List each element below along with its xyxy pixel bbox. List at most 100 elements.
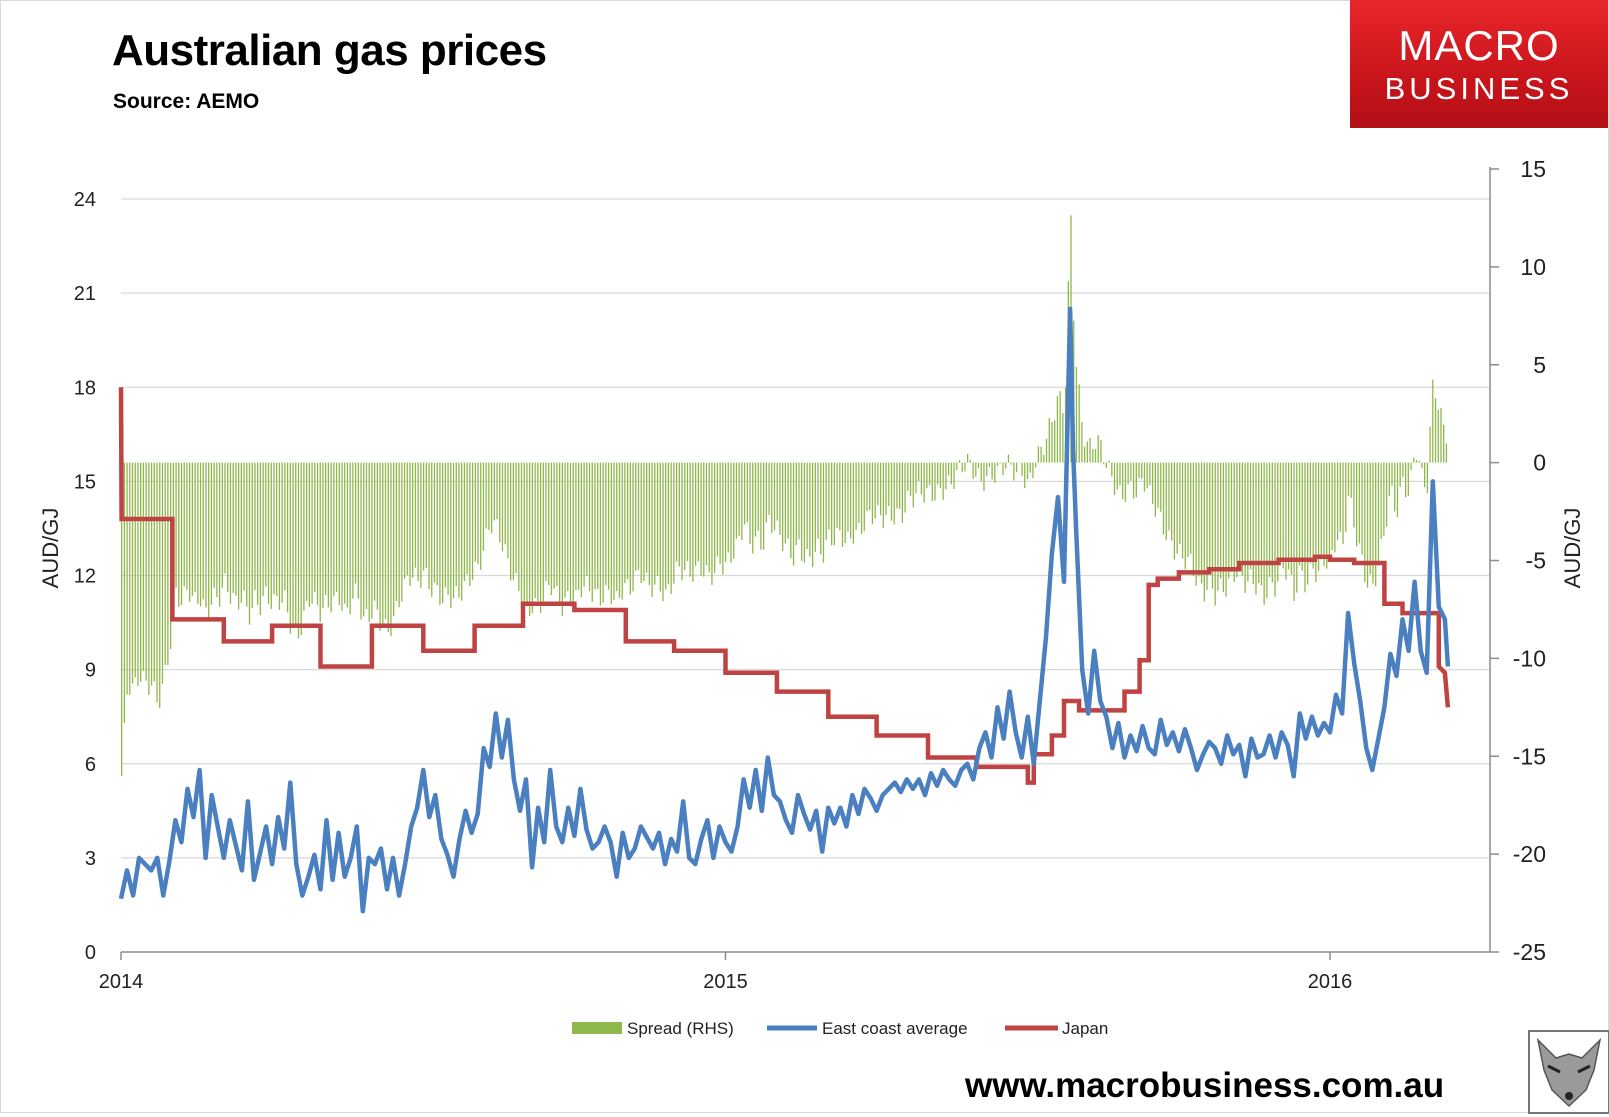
spread-bar [259, 462, 262, 616]
spread-bar [202, 462, 204, 600]
spread-bar [1013, 462, 1015, 481]
spread-bar [1296, 462, 1298, 593]
spread-bar [164, 462, 166, 666]
spread-bar [904, 462, 906, 513]
spread-bar [488, 462, 490, 531]
spread-bar [1358, 462, 1361, 544]
spread-bar [463, 462, 466, 581]
spread-bar [1410, 462, 1412, 471]
spread-bar [1366, 462, 1369, 588]
right-tick-label: -25 [1513, 939, 1546, 965]
spread-bar [953, 462, 955, 490]
spread-bar [167, 462, 169, 666]
spread-bar [678, 462, 680, 567]
spread-bar [1258, 462, 1260, 584]
spread-bar [839, 462, 841, 531]
spread-bar [811, 462, 814, 568]
spread-bar [752, 462, 754, 554]
spread-bar [1244, 462, 1246, 593]
page-title: Australian gas prices [112, 26, 547, 75]
spread-bar [869, 462, 871, 510]
legend-label-japan: Japan [1062, 1019, 1108, 1038]
spread-bar [1209, 462, 1211, 572]
spread-bar [281, 462, 283, 603]
spread-bar [749, 462, 751, 545]
spread-bar [210, 462, 213, 605]
spread-bar [507, 462, 509, 558]
spread-bar [896, 462, 898, 509]
spread-bar [586, 462, 588, 576]
spread-bar [966, 453, 969, 463]
spread-bar [564, 462, 566, 598]
spread-bar [1279, 462, 1282, 561]
spread-bar [1391, 462, 1393, 486]
spread-bar [681, 462, 683, 581]
spread-bar [743, 462, 746, 525]
spread-bar [1059, 391, 1061, 463]
spread-bar [1233, 462, 1235, 582]
spread-bar [558, 462, 561, 606]
spread-bar [667, 462, 670, 585]
spread-bar [289, 462, 291, 634]
spread-bar [1353, 462, 1355, 528]
spread-bar [760, 462, 762, 550]
spread-bar [237, 462, 240, 610]
spread-bar [1113, 462, 1116, 496]
spread-bar [1124, 462, 1127, 502]
spread-bar [1184, 462, 1186, 570]
spread-bar [803, 462, 806, 563]
spread-bar [1154, 462, 1156, 517]
spread-bar [542, 462, 544, 602]
spread-bar [1287, 462, 1290, 570]
spread-bar [1415, 460, 1418, 463]
spread-bar [395, 462, 398, 601]
spread-bar [1317, 462, 1320, 571]
spread-bar [322, 462, 324, 609]
spread-bar [776, 462, 778, 521]
spread-bar [956, 462, 958, 471]
spread-bar [262, 462, 264, 597]
spread-bar [1388, 462, 1390, 496]
spread-bar [1380, 462, 1382, 540]
spread-bar [161, 462, 164, 684]
spread-bar [316, 462, 319, 606]
spread-bar [1290, 462, 1293, 575]
spread-bar [885, 462, 887, 515]
spread-bar [1045, 438, 1048, 463]
spread-bar [493, 462, 495, 521]
spread-bar [338, 462, 340, 606]
spread-bar [447, 462, 449, 595]
spread-bar [708, 462, 710, 573]
spread-bar [276, 462, 278, 596]
spread-bar [692, 462, 694, 582]
spread-bar [1187, 462, 1189, 557]
spread-bar [898, 462, 901, 509]
spread-bar [480, 462, 482, 570]
spread-bar [918, 462, 920, 481]
spread-bar [1043, 454, 1045, 463]
spread-bar [1103, 462, 1105, 465]
spread-bar [308, 462, 310, 607]
spread-bar [398, 462, 400, 608]
spread-bar [1271, 462, 1273, 583]
spread-bar [1214, 462, 1216, 606]
spread-bar [216, 462, 218, 598]
spread-bar [1097, 435, 1099, 463]
spread-bar [1285, 462, 1287, 580]
spread-bar [665, 462, 667, 590]
spread-bar [1323, 462, 1325, 566]
spread-bar [733, 462, 735, 559]
spread-bar [1026, 462, 1029, 479]
spread-bar [945, 462, 947, 490]
spread-bar [1230, 462, 1233, 573]
spread-bar [248, 462, 251, 625]
spread-bar [850, 462, 852, 539]
spread-bar [433, 462, 436, 583]
spread-bar [1394, 462, 1396, 512]
spread-bar [1339, 462, 1341, 532]
spread-bar [1304, 462, 1306, 593]
spread-bar [474, 462, 476, 562]
spread-bar [621, 462, 623, 600]
spread-bar [1018, 462, 1020, 463]
spread-bar [613, 462, 615, 601]
